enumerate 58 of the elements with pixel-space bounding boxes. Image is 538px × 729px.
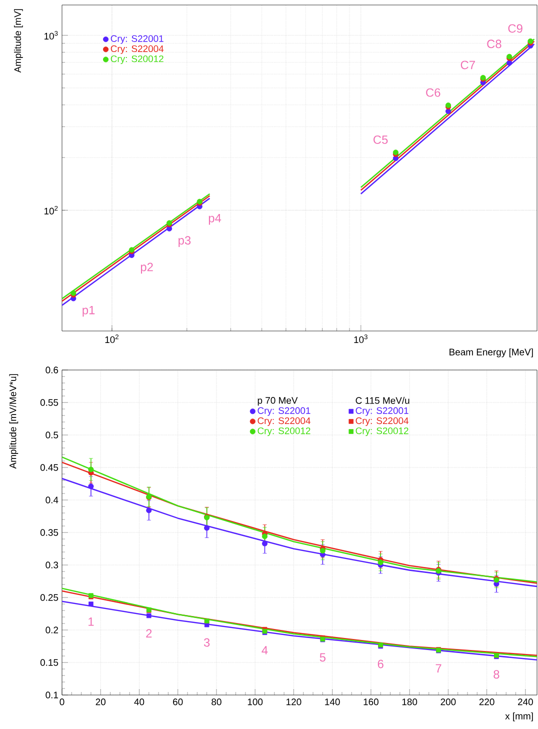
x-tick-label: 40 bbox=[134, 698, 144, 706]
x-tick-label: 20 bbox=[96, 698, 106, 706]
x-tick-label: 180 bbox=[402, 698, 418, 706]
annotation: 8 bbox=[494, 670, 500, 679]
y-tick-label: 10$^{3}$ bbox=[44, 31, 58, 40]
x-axis-title: Beam Energy [MeV] bbox=[450, 348, 533, 358]
legend-label: Cry: S22004 bbox=[356, 417, 409, 426]
legend-label: Cry: S20012 bbox=[258, 427, 310, 436]
y-tick-label: 0.35 bbox=[40, 529, 58, 536]
x-tick-label: 140 bbox=[325, 698, 340, 706]
x-tick-label: 80 bbox=[212, 698, 222, 706]
annotation: p4 bbox=[208, 214, 222, 225]
y-tick-label: 0.55 bbox=[40, 399, 58, 406]
legend-label: Cry: S22004 bbox=[258, 417, 310, 426]
y-tick-label: 0.6 bbox=[46, 366, 58, 374]
annotation: 2 bbox=[146, 629, 152, 638]
y-tick-label: 0.25 bbox=[40, 594, 58, 601]
y-axis-title: Amplitude [mV] bbox=[14, 9, 23, 73]
y-tick-label: 0.4 bbox=[46, 496, 58, 504]
annotation: 6 bbox=[378, 660, 384, 668]
annotation: 7 bbox=[436, 664, 442, 673]
x-axis-title: x [mm] bbox=[505, 712, 533, 722]
annotation: C5 bbox=[374, 135, 388, 144]
y-tick-label: 0.45 bbox=[40, 464, 58, 471]
annotation: 3 bbox=[204, 638, 210, 647]
y-tick-label: 0.3 bbox=[46, 562, 58, 568]
y-tick-label: 10$^{2}$ bbox=[44, 206, 58, 214]
annotation: 4 bbox=[262, 646, 268, 654]
legend-label: Cry: S22004 bbox=[110, 45, 164, 54]
y-tick-label: 0.15 bbox=[40, 659, 58, 666]
x-tick-label: 0 bbox=[60, 698, 64, 706]
x-tick-label: 60 bbox=[173, 698, 183, 706]
annotation: p2 bbox=[140, 262, 153, 274]
y-tick-label: 0.1 bbox=[46, 692, 58, 698]
annotation: C7 bbox=[460, 60, 475, 70]
annotation: C9 bbox=[508, 24, 522, 33]
legend-label: Cry: S22001 bbox=[110, 35, 164, 44]
y-tick-label: 0.5 bbox=[46, 432, 58, 438]
x-tick-label: 240 bbox=[518, 698, 533, 706]
y-tick-label: 0.2 bbox=[46, 626, 58, 634]
annotation: C 115 MeV/u bbox=[356, 396, 410, 404]
legend-label: Cry: S22001 bbox=[356, 407, 408, 416]
legend-label: Cry: S20012 bbox=[356, 427, 408, 436]
annotation: 5 bbox=[320, 653, 326, 662]
annotation: p3 bbox=[178, 236, 191, 247]
legend-label: Cry: S22001 bbox=[258, 407, 310, 416]
x-tick-label: 220 bbox=[479, 698, 494, 706]
annotation: p 70 MeV bbox=[258, 397, 298, 406]
legend-label: Cry: S20012 bbox=[110, 55, 164, 64]
x-tick-label: 100 bbox=[248, 698, 263, 706]
x-tick-label: 200 bbox=[440, 698, 456, 706]
x-tick-label: 120 bbox=[286, 698, 302, 706]
x-tick-label: 160 bbox=[364, 698, 378, 706]
annotation: 1 bbox=[88, 617, 94, 626]
annotation: C8 bbox=[487, 40, 502, 48]
annotation: C6 bbox=[426, 88, 440, 97]
annotation: p1 bbox=[82, 306, 95, 317]
y-axis-title: Amplitude [mV/MeV*u] bbox=[9, 374, 18, 469]
